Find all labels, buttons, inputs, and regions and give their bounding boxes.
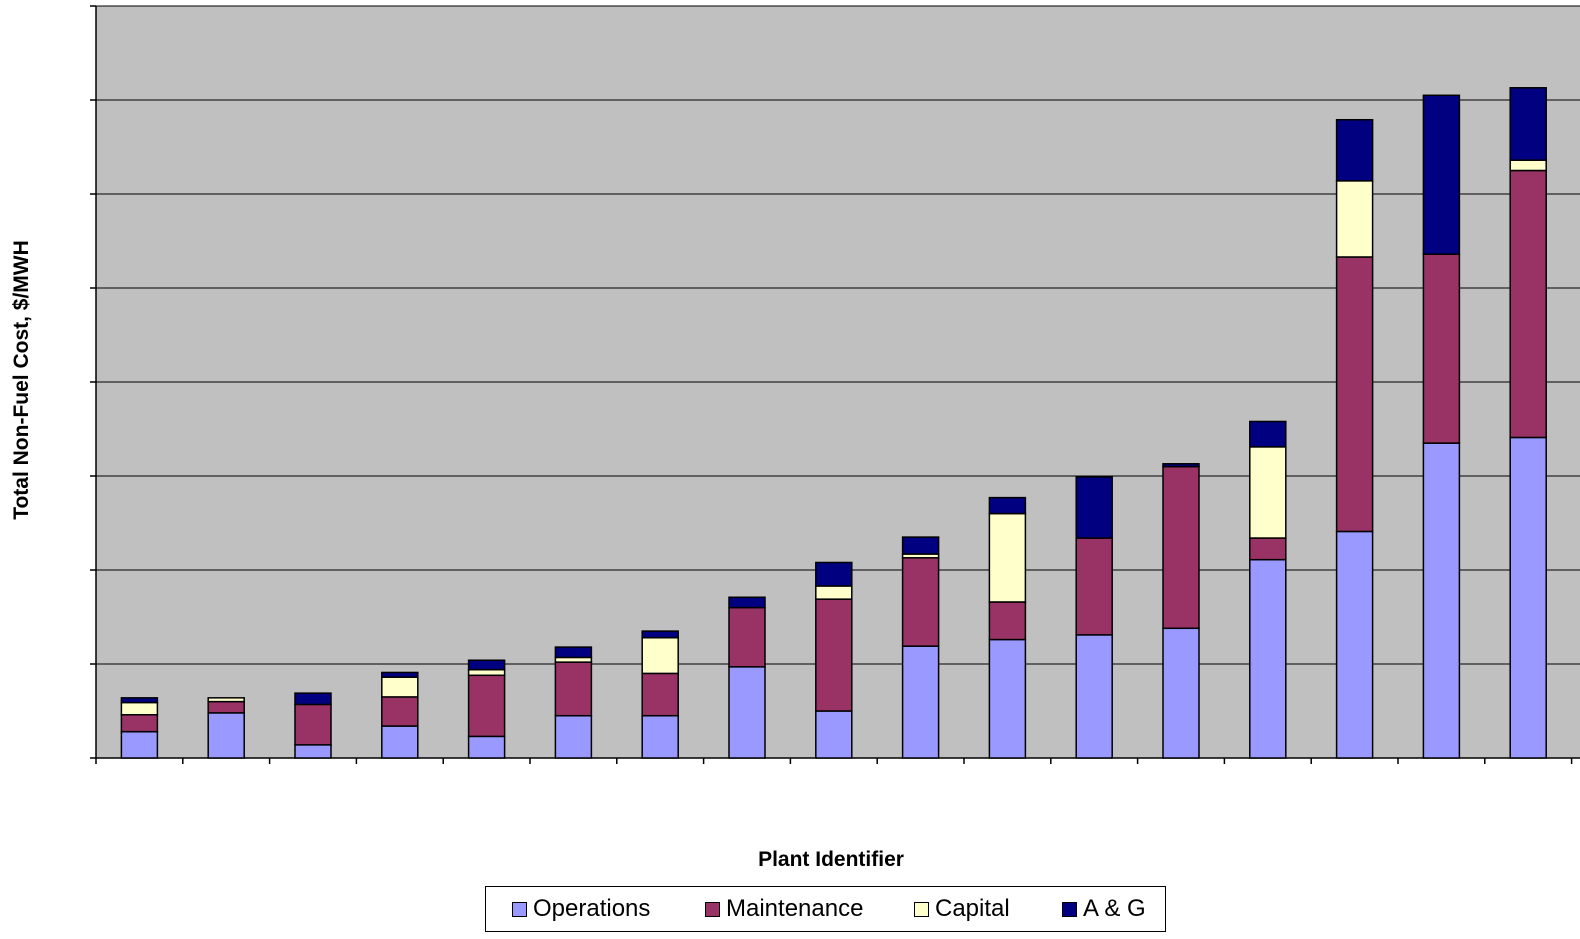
bar-segment-maintenance	[815, 598, 853, 712]
bar-segment-maintenance	[467, 674, 506, 738]
bar-segment-maintenance	[207, 700, 245, 714]
bar-segment-maintenance	[901, 557, 940, 647]
legend-label-a-and-g: A & G	[1083, 895, 1146, 922]
bar-segment-capital	[815, 585, 853, 600]
legend-item-capital: Capital	[914, 887, 1010, 931]
bar-segment-operations	[901, 645, 940, 759]
bar-segment-capital	[467, 668, 506, 677]
bar-segment-operations	[120, 730, 159, 759]
bar-segment-capital	[1335, 180, 1374, 258]
bar-segment-capital	[988, 512, 1027, 603]
bar-segment-a-g	[988, 496, 1027, 515]
legend-swatch-maintenance	[705, 901, 720, 917]
bar-segment-a-g	[1162, 463, 1200, 468]
bar-segment-a-g	[554, 646, 593, 659]
bar-segment-operations	[467, 735, 506, 759]
bar-segment-maintenance	[1249, 537, 1287, 561]
bar-segment-capital	[641, 636, 679, 675]
legend: Operations Maintenance Capital A & G	[485, 886, 1166, 932]
bar-segment-a-g	[641, 630, 679, 639]
bar-segment-maintenance	[1075, 537, 1113, 636]
bar-segment-a-g	[467, 659, 506, 671]
bar-segment-maintenance	[120, 714, 159, 733]
legend-item-a-and-g: A & G	[1062, 887, 1146, 931]
bar-segment-operations	[1162, 627, 1200, 759]
bar-segment-maintenance	[1335, 256, 1374, 533]
bar-segment-operations	[1075, 634, 1113, 759]
legend-label-capital: Capital	[935, 895, 1010, 922]
legend-label-operations: Operations	[533, 895, 651, 922]
bar-segment-capital	[120, 701, 159, 716]
y-axis-label: Total Non-Fuel Cost, $/MWH	[10, 240, 33, 520]
bar-segment-maintenance	[1422, 253, 1461, 444]
bar-segment-a-g	[1249, 420, 1287, 448]
bar-segment-a-g	[294, 692, 332, 706]
bar-segment-operations	[728, 666, 766, 759]
legend-item-operations: Operations	[512, 887, 650, 931]
bar-segment-a-g	[728, 596, 766, 609]
bar-segment-maintenance	[381, 696, 419, 727]
legend-item-maintenance: Maintenance	[705, 887, 863, 931]
x-axis-label: Plant Identifier	[758, 848, 904, 871]
bar-segment-maintenance	[641, 672, 679, 717]
bar-segment-capital	[1509, 159, 1547, 172]
bar-segment-a-g	[1335, 118, 1374, 182]
bar-segment-operations	[1509, 436, 1547, 759]
bar-segment-maintenance	[1162, 465, 1200, 630]
bar-segment-operations	[1335, 530, 1374, 759]
bar-segment-operations	[381, 725, 419, 759]
bar-segment-a-g	[120, 697, 159, 704]
bar-segment-maintenance	[728, 606, 766, 668]
legend-swatch-capital	[914, 901, 929, 917]
bar-segment-capital	[381, 676, 419, 698]
bar-segment-operations	[207, 712, 245, 759]
bar-segment-capital	[1249, 446, 1287, 539]
bar-segment-maintenance	[1509, 169, 1547, 439]
bar-segment-a-g	[381, 671, 419, 678]
bar-segment-operations	[554, 714, 593, 759]
bar-segment-operations	[294, 744, 332, 759]
bar-segment-maintenance	[988, 601, 1027, 641]
legend-swatch-a-and-g	[1062, 901, 1077, 917]
bar-segment-maintenance	[554, 661, 593, 717]
bar-segment-operations	[641, 714, 679, 759]
bar-segment-operations	[1249, 558, 1287, 759]
legend-swatch-operations	[512, 901, 527, 917]
bar-segment-a-g	[1509, 87, 1547, 161]
bar-segment-maintenance	[294, 703, 332, 746]
bar-segment-a-g	[1422, 94, 1461, 255]
bar-segment-operations	[1422, 442, 1461, 759]
legend-label-maintenance: Maintenance	[726, 895, 864, 922]
bar-segment-a-g	[815, 561, 853, 587]
bar-segment-a-g	[901, 536, 940, 555]
bar-segment-capital	[207, 697, 245, 703]
bar-segment-a-g	[1075, 476, 1113, 539]
bar-segment-operations	[815, 710, 853, 759]
bar-segment-operations	[988, 638, 1027, 759]
